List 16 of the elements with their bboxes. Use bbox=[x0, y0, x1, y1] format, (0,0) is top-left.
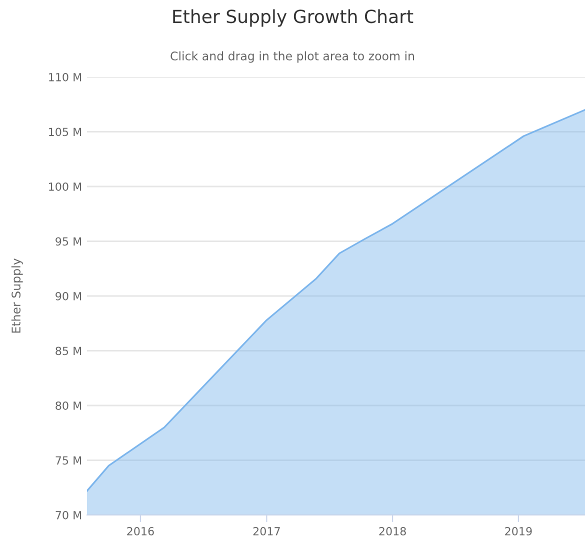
y-tick-label: 95 M bbox=[56, 237, 82, 246]
x-tick-label: 2019 bbox=[505, 527, 532, 536]
x-tick-label: 2016 bbox=[127, 527, 154, 536]
x-tick-label: 2017 bbox=[253, 527, 280, 536]
chart-subtitle: Click and drag in the plot area to zoom in bbox=[170, 51, 414, 63]
chart-title: Ether Supply Growth Chart bbox=[173, 9, 414, 27]
y-tick-label: 105 M bbox=[49, 128, 82, 136]
y-tick-label: 70 M bbox=[56, 510, 82, 520]
y-tick-label: 100 M bbox=[49, 182, 82, 191]
y-tick-label: 85 M bbox=[56, 346, 82, 356]
y-tick-label: 90 M bbox=[56, 292, 82, 300]
y-tick-label: 110 M bbox=[49, 72, 82, 82]
y-axis-title: Ether Supply bbox=[11, 258, 23, 333]
x-tick-label: 2018 bbox=[379, 527, 406, 536]
y-tick-label: 75 M bbox=[56, 456, 82, 465]
y-tick-label: 80 M bbox=[56, 401, 82, 410]
